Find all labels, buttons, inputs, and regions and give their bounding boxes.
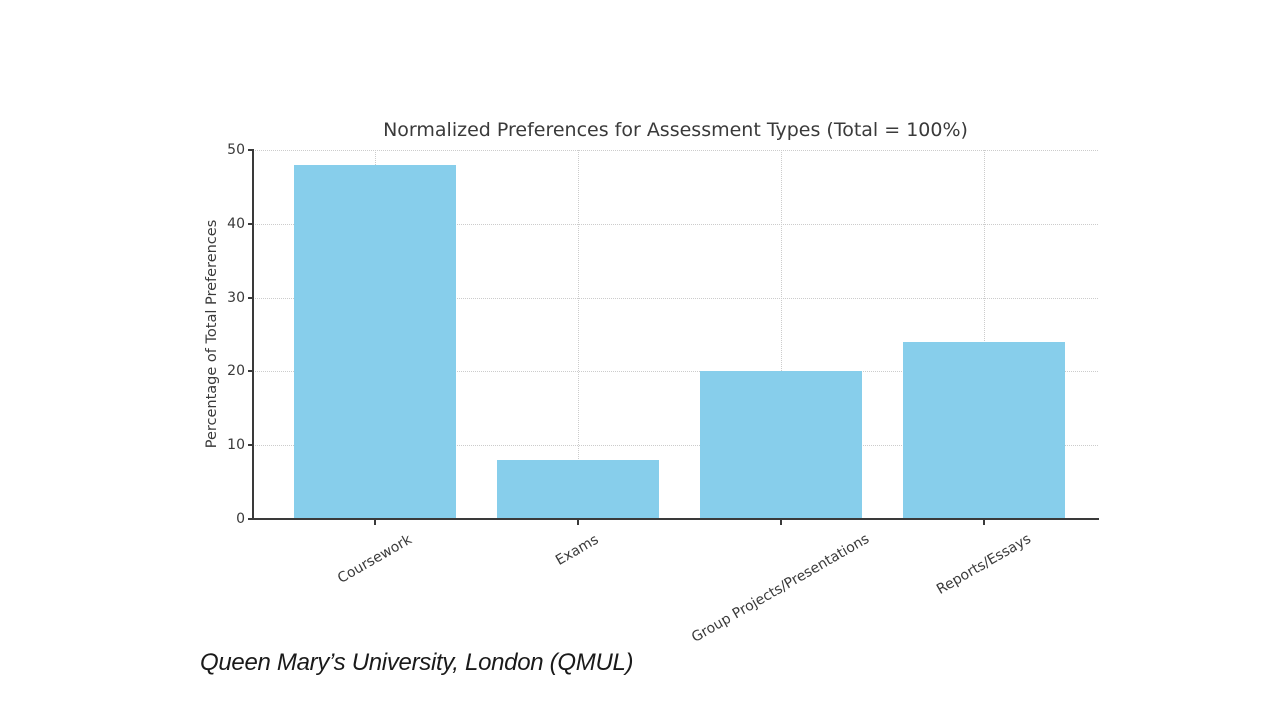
x-tick-label: Group Projects/Presentations xyxy=(689,530,873,646)
x-tick-label: Coursework xyxy=(334,531,415,587)
bar-group-projects-presentations xyxy=(700,371,862,519)
y-tick-mark xyxy=(248,222,253,225)
y-tick-label: 50 xyxy=(227,142,245,158)
y-tick-label: 30 xyxy=(227,289,245,306)
x-tick-mark xyxy=(374,520,376,525)
h-gridline xyxy=(253,371,1098,373)
x-tick-mark xyxy=(577,520,579,525)
y-tick-mark xyxy=(248,149,253,151)
y-tick-mark xyxy=(248,370,253,373)
bar-exams xyxy=(497,459,659,519)
h-gridline xyxy=(253,297,1098,299)
h-gridline xyxy=(253,150,1098,151)
x-tick-mark xyxy=(983,520,985,525)
y-tick-label: 40 xyxy=(227,215,245,232)
y-tick-mark xyxy=(248,296,253,299)
chart-title: Normalized Preferences for Assessment Ty… xyxy=(383,119,968,141)
y-axis-label: Percentage of Total Preferences xyxy=(204,219,220,449)
bar-coursework xyxy=(294,164,456,519)
x-tick-label: Reports/Essays xyxy=(933,530,1034,598)
y-tick-label: 10 xyxy=(227,437,245,454)
v-gridline xyxy=(578,150,579,519)
v-gridline xyxy=(984,150,985,519)
y-axis-spine xyxy=(252,149,254,520)
v-gridline xyxy=(781,150,782,519)
y-tick-mark xyxy=(248,444,253,447)
h-gridline xyxy=(253,223,1098,225)
y-tick-mark xyxy=(248,518,253,520)
h-gridline xyxy=(253,445,1098,447)
y-tick-label: 0 xyxy=(236,511,245,527)
x-axis-spine xyxy=(252,518,1099,520)
caption-text: Queen Mary’s University, London (QMUL) xyxy=(200,649,634,676)
y-tick-label: 20 xyxy=(227,363,245,380)
x-tick-mark xyxy=(780,520,782,525)
bar-reports-essays xyxy=(903,341,1065,519)
x-tick-label: Exams xyxy=(553,531,602,569)
